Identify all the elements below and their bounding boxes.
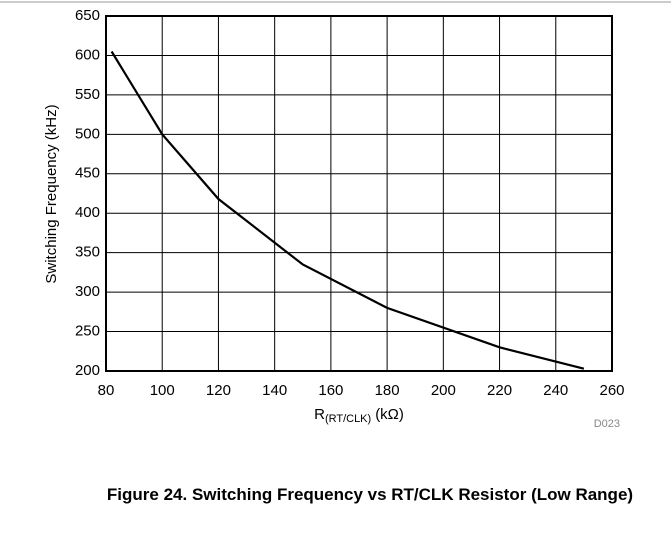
x-tick-label: 100 bbox=[150, 382, 175, 399]
plot-frame bbox=[105, 15, 613, 372]
x-tick-label: 140 bbox=[262, 382, 287, 399]
y-tick-label: 450 bbox=[75, 165, 100, 182]
y-axis-label: Switching Frequency (kHz) bbox=[43, 104, 60, 283]
y-tick-label: 250 bbox=[75, 323, 100, 340]
data-line bbox=[110, 50, 585, 370]
x-tick-label: 120 bbox=[206, 382, 231, 399]
x-tick-label: 180 bbox=[375, 382, 400, 399]
y-tick-label: 200 bbox=[75, 362, 100, 379]
x-label-sub: (RT/CLK) bbox=[325, 413, 371, 425]
y-tick-label: 400 bbox=[75, 204, 100, 221]
x-tick-label: 260 bbox=[599, 382, 624, 399]
x-tick-label: 160 bbox=[318, 382, 343, 399]
figure-id: D023 bbox=[594, 418, 620, 430]
x-tick-label: 80 bbox=[98, 382, 115, 399]
x-tick-label: 240 bbox=[543, 382, 568, 399]
y-tick-label: 300 bbox=[75, 283, 100, 300]
x-label-unit: (kΩ) bbox=[375, 406, 404, 423]
y-tick-label: 350 bbox=[75, 244, 100, 261]
x-label-main: R bbox=[314, 406, 325, 423]
caption: Figure 24. Switching Frequency vs RT/CLK… bbox=[106, 485, 634, 504]
y-tick-label: 500 bbox=[75, 125, 100, 142]
chart: Switching Frequency (kHz) R(RT/CLK) (kΩ) … bbox=[0, 1, 671, 430]
y-tick-label: 650 bbox=[75, 7, 100, 24]
x-axis-label: R(RT/CLK) (kΩ) bbox=[314, 406, 404, 425]
y-tick-label: 600 bbox=[75, 46, 100, 63]
x-tick-label: 200 bbox=[431, 382, 456, 399]
x-tick-label: 220 bbox=[487, 382, 512, 399]
y-tick-label: 550 bbox=[75, 86, 100, 103]
